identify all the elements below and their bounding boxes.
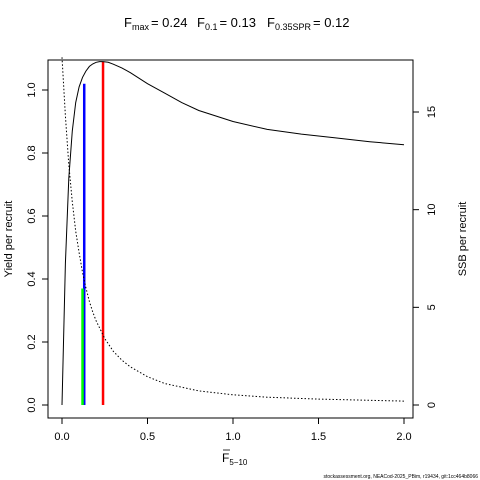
x-axis: 0.0 0.5 1.0 1.5 2.0	[54, 418, 412, 443]
chart-title: Fmax = 0.24 F0.1 = 0.13 F0.35SPR = 0.12	[124, 15, 350, 32]
plot-area	[61, 57, 405, 406]
x-tick-label: 0.5	[140, 431, 155, 443]
footer-source: stockassessment.org, NEACod-2025_PBim, r…	[323, 474, 478, 480]
plot-frame	[47, 59, 414, 419]
y-axis-left-label: Yield per recruit	[3, 201, 15, 278]
y-right-tick-label: 15	[426, 106, 438, 118]
title-fspr: F0.35SPR = 0.12	[267, 15, 350, 32]
y-left-tick-label: 0.8	[26, 145, 38, 160]
y-left-tick-label: 0.4	[26, 271, 38, 286]
y-axis-left: 0.0 0.2 0.4 0.6 0.8 1.0	[26, 82, 48, 413]
y-right-tick-label: 5	[426, 304, 438, 310]
y-right-tick-label: 10	[426, 204, 438, 216]
x-tick-label: 0.0	[54, 431, 69, 443]
y-axis-right-label: SSB per recruit	[457, 202, 469, 277]
ssb-per-recruit-line	[61, 57, 405, 402]
x-tick-label: 1.0	[225, 431, 240, 443]
y-right-tick-label: 0	[426, 402, 438, 408]
x-axis-label: F5−10	[222, 451, 248, 467]
y-left-tick-label: 1.0	[26, 82, 38, 97]
yield-per-recruit-line	[61, 61, 405, 406]
y-left-tick-label: 0.2	[26, 334, 38, 349]
y-left-tick-label: 0.6	[26, 208, 38, 223]
title-f01: F0.1 = 0.13	[197, 15, 256, 32]
x-tick-label: 1.5	[311, 431, 326, 443]
y-axis-right: 0 5 10 15	[413, 106, 438, 408]
x-tick-label: 2.0	[396, 431, 411, 443]
title-fmax: Fmax = 0.24	[124, 15, 187, 32]
y-left-tick-label: 0.0	[26, 397, 38, 412]
